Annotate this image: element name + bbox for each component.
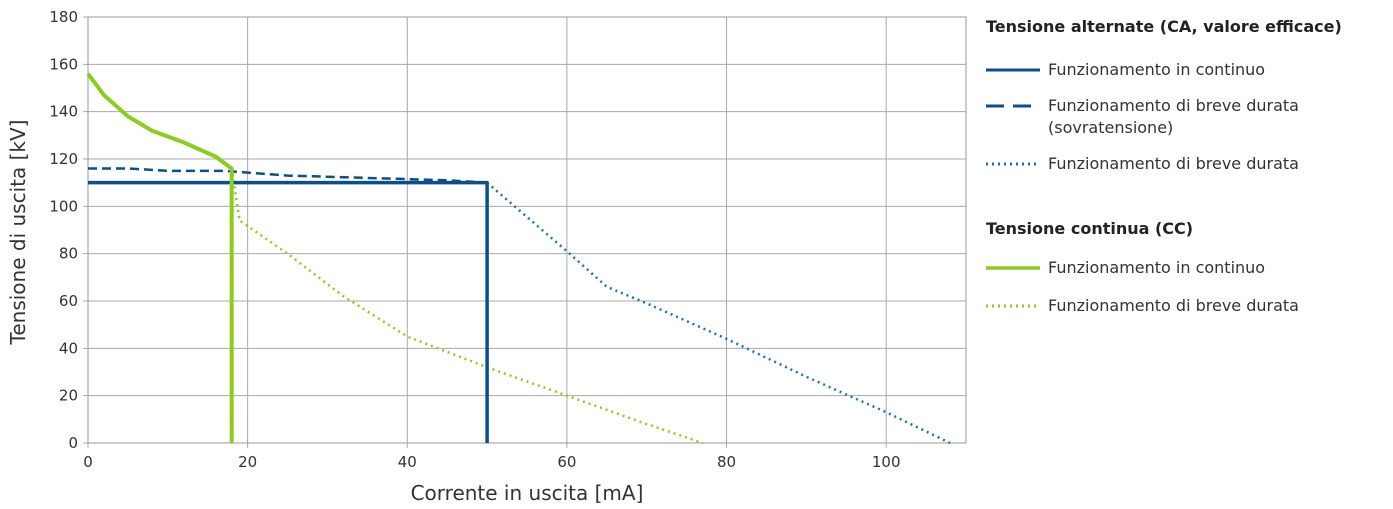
legend-group-title: Tensione alternate (CA, valore efficace) — [986, 17, 1342, 36]
y-tick-label: 180 — [49, 8, 78, 26]
legend-label: Funzionamento di breve durata — [1048, 154, 1299, 173]
legend-group-cc: Tensione continua (CC) Funzionamento in … — [986, 219, 1386, 317]
series-line-ca-solid — [88, 180, 489, 443]
legend-swatch-dotted-blue — [986, 162, 1040, 166]
y-axis-title: Tensione di uscita [kV] — [6, 120, 30, 346]
y-tick-label: 120 — [49, 150, 78, 168]
series-line-ca-dashed — [88, 167, 488, 184]
x-axis-title: Corrente in uscita [mA] — [411, 481, 644, 505]
x-tick-label: 40 — [398, 453, 417, 471]
y-tick-label: 20 — [59, 387, 78, 405]
legend-item: Funzionamento di breve durata — [986, 153, 1386, 175]
legend-item: Funzionamento in continuo — [986, 257, 1386, 279]
x-tick-label: 60 — [557, 453, 576, 471]
legend-label: Funzionamento di breve durata — [1048, 296, 1299, 315]
y-tick-label: 80 — [59, 245, 78, 263]
series-line-cc-solid — [86, 72, 234, 443]
series-line-ca-dotted — [486, 181, 951, 445]
y-tick-label: 60 — [59, 292, 78, 310]
legend-swatch-solid-blue — [986, 68, 1040, 72]
legend-item: Funzionamento di breve durata (sovratens… — [986, 95, 1386, 139]
series-line-cc-dotted — [230, 168, 704, 445]
x-tick-label: 100 — [872, 453, 901, 471]
legend-swatch-solid-green — [986, 266, 1040, 270]
tick-labels: 0 20 40 60 80 100 0 20 40 60 80 100 120 140 160 180 — [49, 8, 900, 471]
legend-group-ca: Tensione alternate (CA, valore efficace)… — [986, 17, 1386, 175]
legend-swatch-dashed-blue — [986, 104, 1040, 108]
x-tick-label: 80 — [717, 453, 736, 471]
y-tick-label: 160 — [49, 55, 78, 73]
legend: Tensione alternate (CA, valore efficace)… — [986, 17, 1386, 317]
legend-item: Funzionamento di breve durata — [986, 295, 1386, 317]
y-tick-label: 0 — [68, 434, 78, 452]
legend-item: Funzionamento in continuo — [986, 59, 1386, 81]
y-tick-label: 100 — [49, 197, 78, 215]
x-tick-label: 0 — [83, 453, 93, 471]
y-tick-label: 140 — [49, 103, 78, 121]
y-tick-label: 40 — [59, 339, 78, 357]
legend-label: Funzionamento in continuo — [1048, 60, 1266, 79]
legend-swatch-dotted-green — [986, 304, 1040, 308]
grid-lines — [83, 16, 966, 448]
legend-group-title: Tensione continua (CC) — [986, 219, 1194, 238]
plot-frame — [87, 16, 967, 444]
legend-label: Funzionamento di breve durata (sovratens… — [1048, 96, 1299, 137]
series-layer — [86, 72, 951, 445]
legend-label: Funzionamento in continuo — [1048, 258, 1266, 277]
x-tick-label: 20 — [238, 453, 257, 471]
